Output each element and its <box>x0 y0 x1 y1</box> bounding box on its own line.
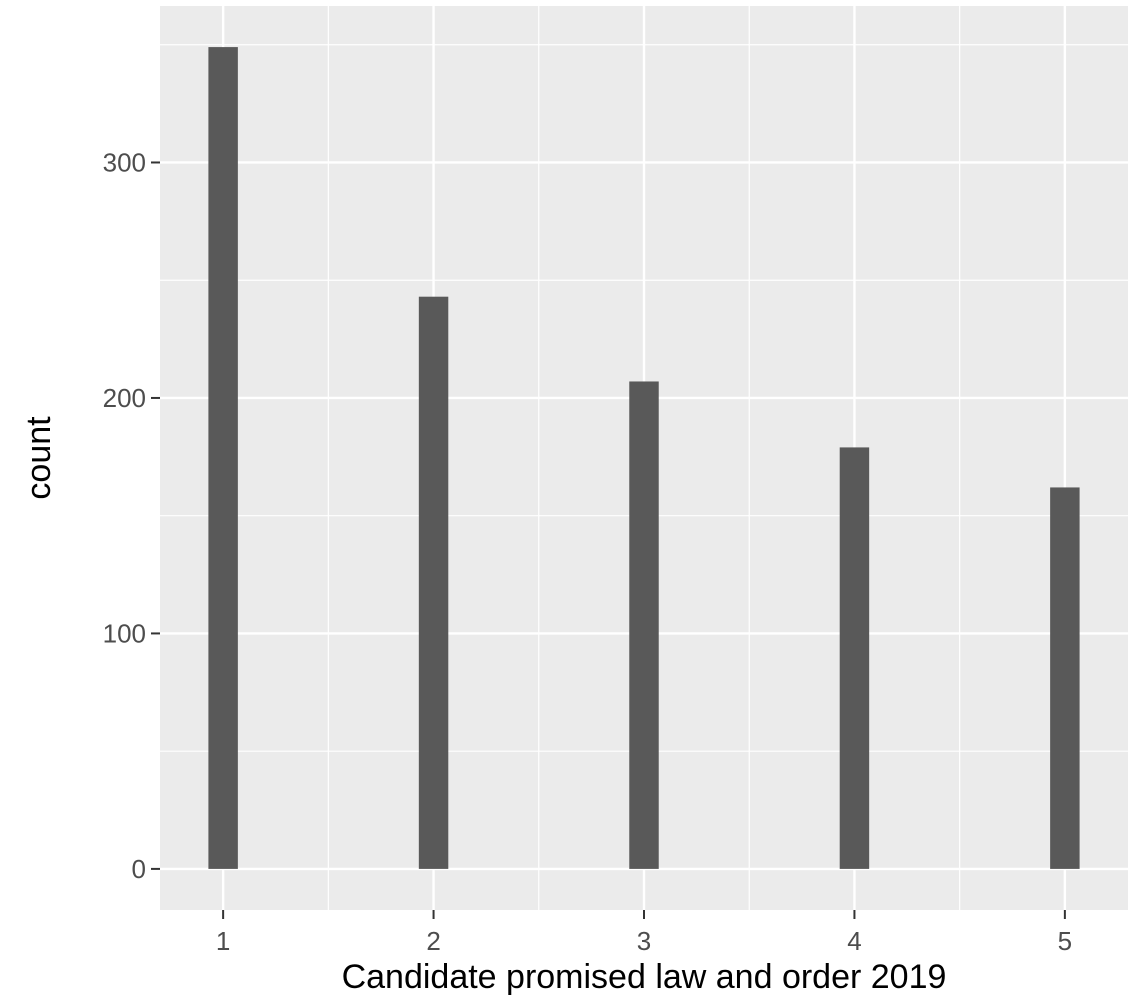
x-tick-label: 1 <box>216 926 230 956</box>
bar-1 <box>208 47 238 869</box>
bar-4 <box>839 447 870 869</box>
y-tick-label: 100 <box>103 618 146 648</box>
y-axis-title: count <box>20 416 58 500</box>
y-tick-label: 300 <box>103 147 146 177</box>
x-tick-label: 4 <box>847 926 861 956</box>
x-tick-label: 3 <box>637 926 651 956</box>
x-tick-label: 5 <box>1058 926 1072 956</box>
y-tick-label: 0 <box>132 854 146 884</box>
bar-2 <box>418 296 449 869</box>
x-axis-title: Candidate promised law and order 2019 <box>342 958 947 996</box>
y-tick-label: 200 <box>103 383 146 413</box>
bars <box>208 47 1080 869</box>
bar-5 <box>1050 487 1080 869</box>
x-tick-label: 2 <box>426 926 440 956</box>
x-axis: 1 2 3 4 5 <box>216 910 1072 956</box>
bar-3 <box>629 381 659 869</box>
y-axis: 0 100 200 300 <box>103 147 160 884</box>
